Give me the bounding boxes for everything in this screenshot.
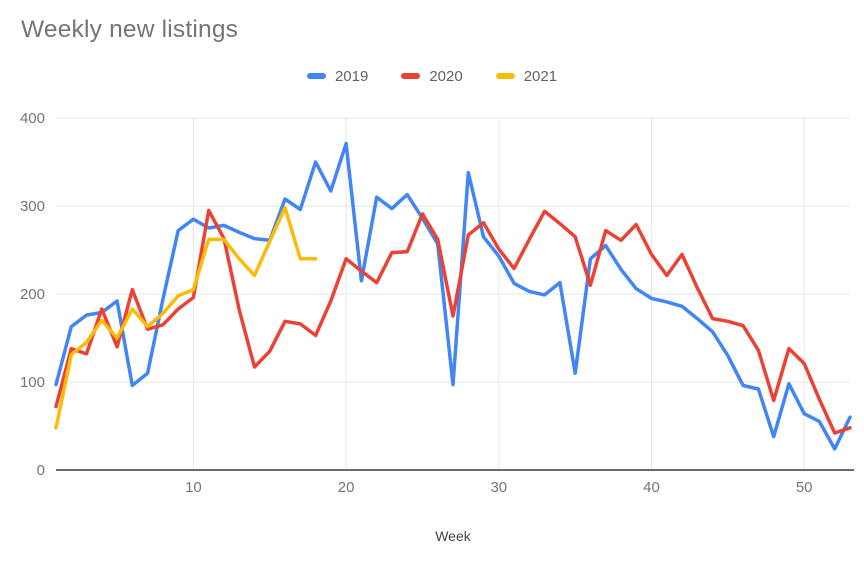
series-line-2020: [54, 208, 852, 435]
x-tick-label: 40: [643, 479, 660, 496]
legend-label: 2020: [429, 67, 463, 85]
y-tick-label: 400: [20, 110, 45, 127]
y-tick-label: 100: [20, 374, 45, 391]
legend-label: 2019: [334, 67, 369, 85]
legend: 2019 2020 2021: [0, 64, 864, 88]
x-tick-label: 20: [338, 479, 355, 496]
x-axis-title: Week: [435, 528, 472, 544]
legend-item-2021: 2021: [495, 67, 558, 85]
legend-swatch-2021: [495, 73, 515, 79]
chart-title: Weekly new listings: [21, 16, 239, 43]
x-tick-label: 10: [185, 479, 202, 496]
legend-item-2019: 2019: [306, 67, 369, 85]
y-tick-label: 0: [37, 462, 45, 479]
legend-label: 2021: [523, 67, 558, 85]
series-lines: [54, 141, 852, 451]
series-line-2021: [54, 206, 318, 430]
x-tick-label: 50: [796, 479, 813, 496]
series-line-2019: [54, 141, 852, 451]
y-tick-label: 200: [20, 286, 45, 303]
x-tick-label: 30: [490, 479, 507, 496]
legend-swatch-2020: [401, 73, 421, 79]
axis-labels: 0 100 200 300 400 10 20 30 40 50: [20, 110, 813, 496]
legend-item-2020: 2020: [401, 67, 463, 85]
gridlines: [56, 117, 854, 471]
legend-swatch-2019: [306, 73, 326, 79]
y-tick-label: 300: [20, 198, 45, 215]
